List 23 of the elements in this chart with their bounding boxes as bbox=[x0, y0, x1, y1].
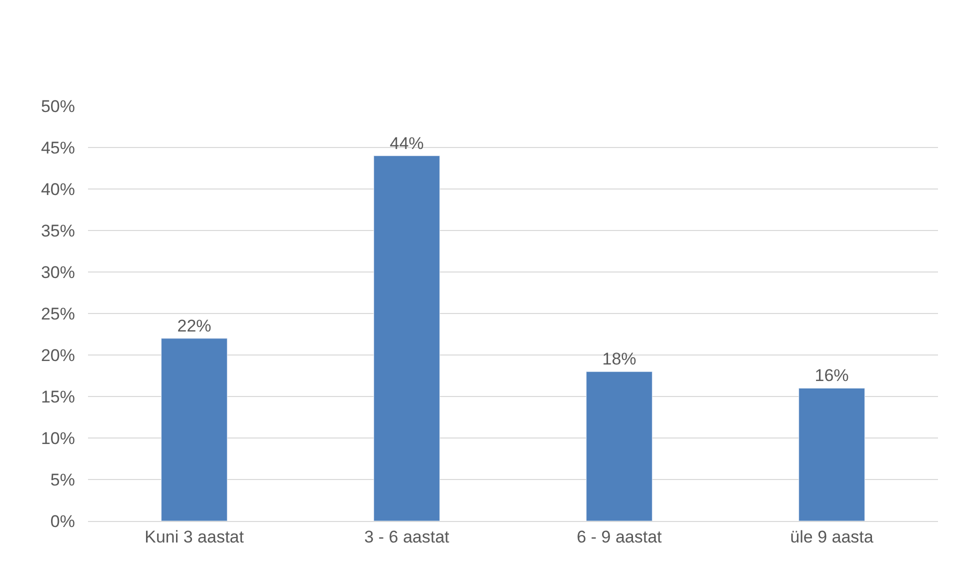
bar bbox=[798, 388, 865, 521]
data-label: 44% bbox=[390, 134, 424, 153]
bar bbox=[161, 338, 228, 521]
y-tick-label: 40% bbox=[40, 180, 75, 199]
bar bbox=[586, 371, 652, 521]
x-tick-label: üle 9 aasta bbox=[790, 527, 874, 546]
x-tick-label: 3 - 6 aastat bbox=[364, 527, 450, 546]
y-tick-label: 10% bbox=[40, 428, 75, 448]
y-tick-label: 20% bbox=[40, 346, 75, 365]
data-label: 18% bbox=[602, 350, 636, 369]
x-tick-label: Kuni 3 aastat bbox=[144, 527, 244, 546]
data-label: 16% bbox=[814, 366, 849, 386]
bar bbox=[374, 156, 440, 521]
y-tick-label: 15% bbox=[40, 387, 75, 406]
y-tick-label: 25% bbox=[40, 304, 75, 324]
data-label: 22% bbox=[177, 316, 212, 336]
y-tick-label: 50% bbox=[40, 96, 75, 116]
x-tick-label: 6 - 9 aastat bbox=[576, 527, 662, 546]
y-tick-label: 35% bbox=[40, 221, 75, 240]
y-tick-label: 0% bbox=[50, 512, 75, 531]
y-tick-label: 45% bbox=[40, 138, 75, 158]
y-tick-label: 30% bbox=[40, 262, 75, 282]
y-tick-label: 5% bbox=[50, 470, 75, 490]
